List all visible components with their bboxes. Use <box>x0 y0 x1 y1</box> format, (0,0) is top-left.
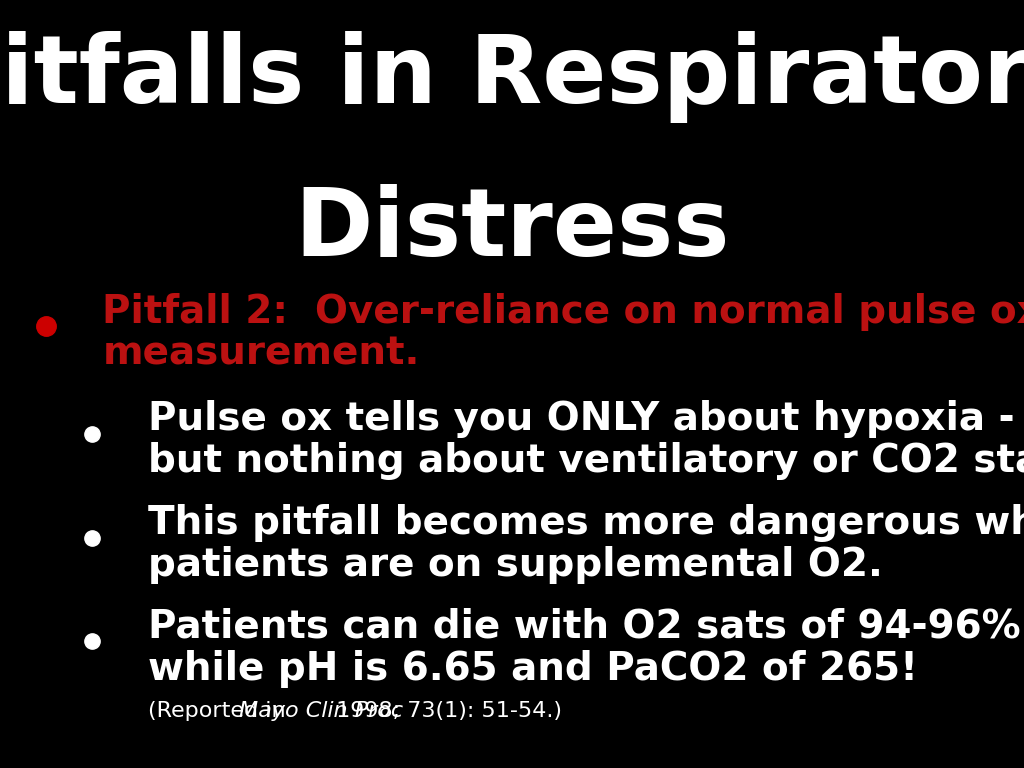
Text: Mayo Clin Proc: Mayo Clin Proc <box>239 701 403 721</box>
Text: patients are on supplemental O2.: patients are on supplemental O2. <box>148 546 884 584</box>
Text: This pitfall becomes more dangerous when: This pitfall becomes more dangerous when <box>148 504 1024 541</box>
Text: measurement.: measurement. <box>102 335 420 372</box>
Text: while pH is 6.65 and PaCO2 of 265!: while pH is 6.65 and PaCO2 of 265! <box>148 650 919 687</box>
Text: Patients can die with O2 sats of 94-96%: Patients can die with O2 sats of 94-96% <box>148 607 1021 645</box>
Text: Distress: Distress <box>294 184 730 276</box>
Text: 1998; 73(1): 51-54.): 1998; 73(1): 51-54.) <box>329 701 562 721</box>
Text: Pitfall 2:  Over-reliance on normal pulse ox: Pitfall 2: Over-reliance on normal pulse… <box>102 293 1024 330</box>
Text: Pulse ox tells you ONLY about hypoxia -: Pulse ox tells you ONLY about hypoxia - <box>148 400 1015 438</box>
Text: Pitfalls in Respiratory: Pitfalls in Respiratory <box>0 31 1024 123</box>
Text: but nothing about ventilatory or CO2 status!: but nothing about ventilatory or CO2 sta… <box>148 442 1024 480</box>
Text: (Reported in: (Reported in <box>148 701 293 721</box>
